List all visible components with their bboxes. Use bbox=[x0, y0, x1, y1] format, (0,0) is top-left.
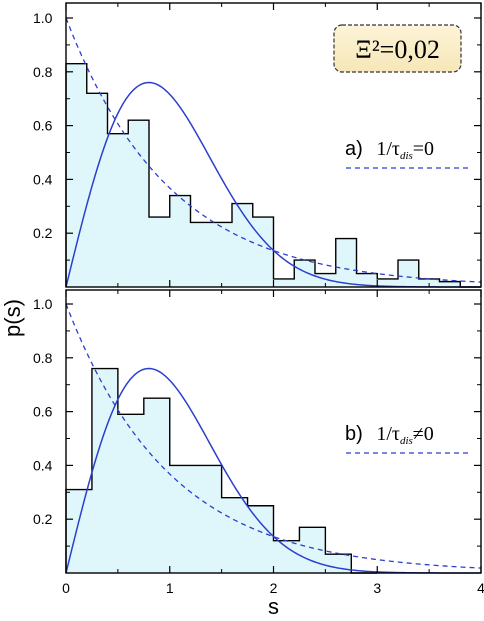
histogram-fill bbox=[66, 63, 481, 288]
annotation-frame bbox=[333, 24, 462, 73]
legend-b: b) 1/τdis≠0 bbox=[345, 423, 470, 454]
y-tick-label: 1.0 bbox=[33, 10, 53, 26]
x-tick-label: 0 bbox=[62, 580, 70, 596]
y-tick-label: 0.2 bbox=[33, 225, 53, 241]
poisson-curve bbox=[65, 303, 482, 569]
poisson-curve bbox=[65, 17, 482, 283]
x-axis-title: s bbox=[268, 594, 279, 616]
y-tick-label: 0.2 bbox=[33, 511, 53, 527]
x-tick-label: 1 bbox=[166, 580, 174, 596]
y-tick-label: 0.6 bbox=[33, 404, 53, 420]
legend-a: a) 1/τdis=0 bbox=[345, 138, 470, 169]
y-tick-label: 1.0 bbox=[33, 296, 53, 312]
y-tick-label: 0.8 bbox=[33, 350, 53, 366]
y-tick-label: 0.4 bbox=[33, 457, 53, 473]
legend-label: b) 1/τdis≠0 bbox=[345, 423, 434, 447]
y-axis-title: p(s) bbox=[0, 299, 25, 337]
annotation-text: Ξ²=0,02 bbox=[355, 35, 440, 64]
y-tick-label: 0.4 bbox=[33, 171, 53, 187]
panel-a: 0.2 0.4 0.6 0.8 1.0 a) 1/τdis=0 Ξ²=0,02 p(s) bbox=[0, 2, 482, 337]
legend-label: a) 1/τdis=0 bbox=[345, 138, 434, 162]
y-tick-label: 0.6 bbox=[33, 118, 53, 134]
annotation-box: Ξ²=0,02 bbox=[333, 24, 462, 73]
y-tick-label: 0.8 bbox=[33, 64, 53, 80]
x-tick-label: 3 bbox=[373, 580, 381, 596]
x-tick-label: 2 bbox=[270, 580, 278, 596]
panel-b: 0.2 0.4 0.6 0.8 1.0 0 1 2 3 4 b) 1/τdis≠0 s bbox=[33, 289, 484, 619]
histogram-outline bbox=[65, 367, 378, 574]
histogram-outline bbox=[65, 63, 481, 288]
x-tick-label: 4 bbox=[477, 580, 484, 596]
